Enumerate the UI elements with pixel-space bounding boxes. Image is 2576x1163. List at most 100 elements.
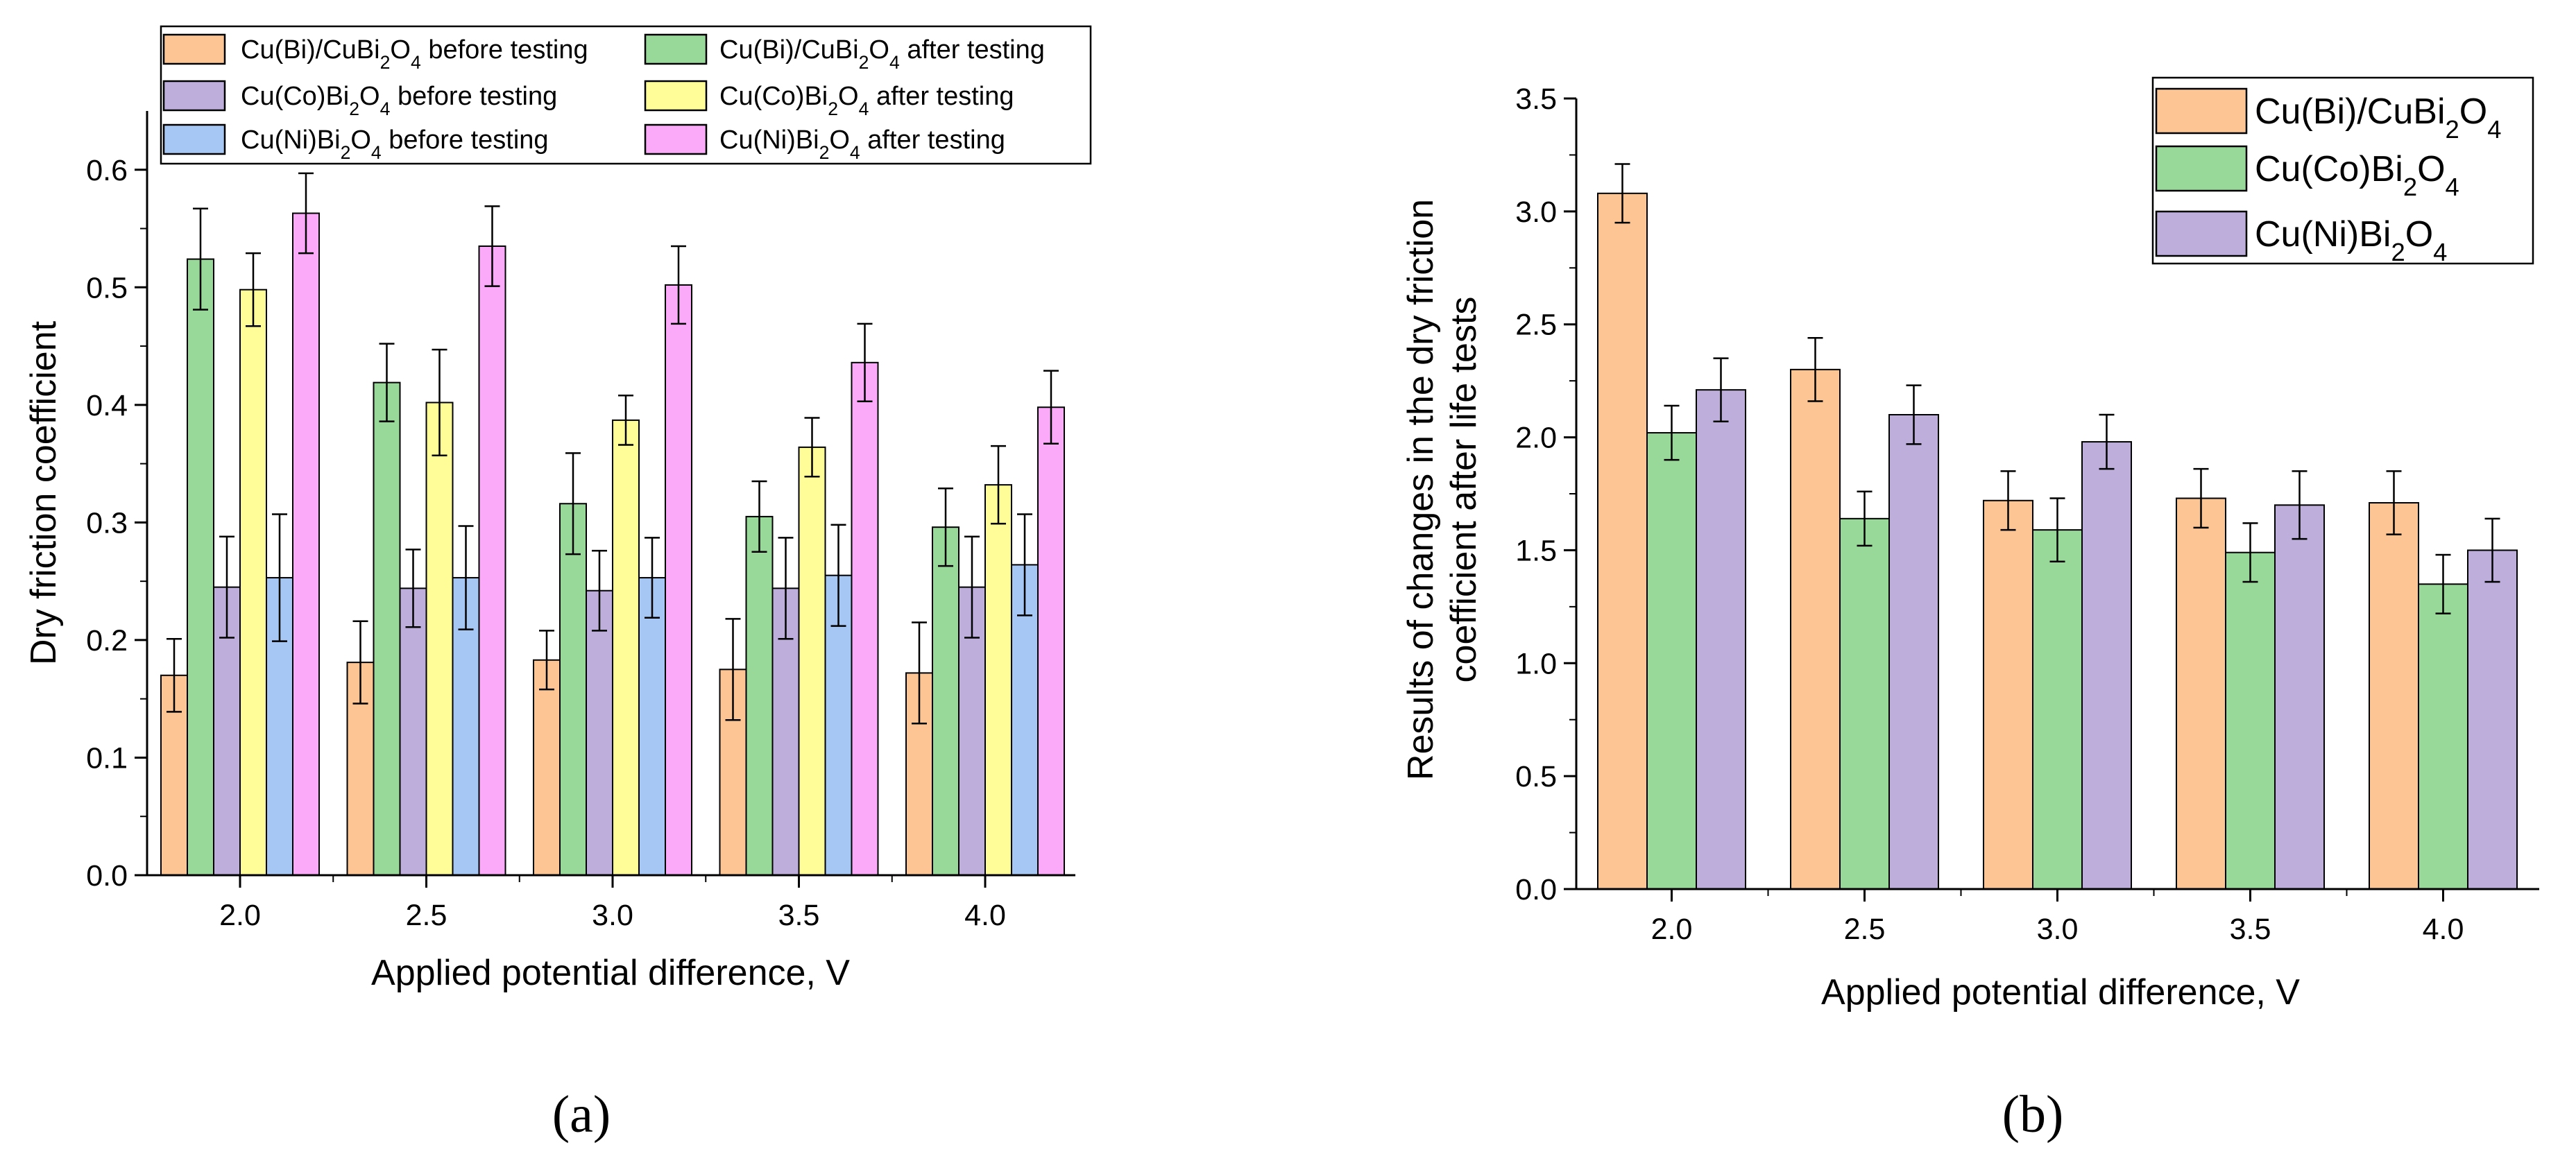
panel-a-error-bar-2-2 <box>592 549 607 632</box>
panel-b-y-axis-title-line-0: Results of changes in the dry friction <box>1401 199 1441 780</box>
panel-a-error-bar-3-4 <box>991 445 1006 525</box>
panel-a-bar-3-1 <box>425 402 454 876</box>
panel-a-legend-swatch-0 <box>162 33 226 65</box>
panel-b-bar-2-4 <box>2467 549 2518 890</box>
panel-b-bar-0-2 <box>1983 499 2033 890</box>
panel-b-x-axis-title: Applied potential difference, V <box>1821 972 2300 1013</box>
panel-b-legend-swatch-0 <box>2155 87 2248 135</box>
panel-a-error-bar-5-2 <box>671 245 686 325</box>
panel-a-bar-3-4 <box>984 484 1012 876</box>
panel-a-legend: Cu(Bi)/CuBi2O4 before testing Cu(Bi)/CuBi… <box>160 25 1092 165</box>
panel-b-bar-1-0 <box>1646 432 1697 890</box>
panel-a-error-bar-4-1 <box>458 525 474 630</box>
panel-a-legend-label-4: Cu(Ni)Bi2O4 before testing <box>241 126 549 163</box>
panel-b-bar-2-2 <box>2081 441 2132 890</box>
panel-a-chart: 2.0 2.5 3.0 3.5 4.0 0.0 0.1 0.2 0.3 0.4 0.5 0.6 Appl… <box>24 25 1092 993</box>
panel-a-y-tick-label-0: 0.0 <box>86 859 128 893</box>
panel-b-error-bar-0-1 <box>1807 337 1823 402</box>
panel-b-chart: 2.0 2.5 3.0 3.5 4.0 0.0 0.5 1.0 1.5 2.0 2.5 3.0 3.5 A… <box>1401 76 2539 1013</box>
panel-a-bar-3-3 <box>798 446 826 876</box>
panel-a-error-bar-0-2 <box>539 630 554 691</box>
panel-b-caption: (b) <box>2002 1085 2064 1144</box>
panel-a-y-tick-label-3: 0.3 <box>86 506 128 540</box>
panel-b-bar-1-4 <box>2418 583 2468 890</box>
panel-a-bar-1-4 <box>932 526 959 876</box>
panel-a-error-bar-1-1 <box>379 343 395 422</box>
panel-b-y-tick-label-5: 2.5 <box>1515 309 1557 342</box>
panel-b-error-bar-1-4 <box>2435 553 2451 614</box>
panel-a-legend-label-2: Cu(Co)Bi2O4 before testing <box>241 82 557 119</box>
panel-b-bar-2-1 <box>1888 414 1939 890</box>
panel-a-bar-5-4 <box>1037 406 1065 876</box>
panel-b-bar-0-3 <box>2176 497 2226 890</box>
panel-a-bar-5-1 <box>478 245 506 876</box>
panel-b-y-tick-label-1: 0.5 <box>1515 760 1557 793</box>
panel-a-bar-3-2 <box>612 419 640 876</box>
panel-b-legend-swatch-2 <box>2155 210 2248 257</box>
panel-a-x-tick-label-3: 3.5 <box>778 899 820 932</box>
panel-a-bar-1-2 <box>559 503 587 876</box>
panel-a-error-bar-4-0 <box>272 513 287 642</box>
panel-a-error-bar-2-4 <box>964 535 980 639</box>
panel-a-error-bar-5-3 <box>857 322 873 403</box>
panel-a-x-axis-title: Applied potential difference, V <box>371 953 850 993</box>
panel-a-error-bar-1-3 <box>751 480 767 553</box>
panel-b-legend-label-0: Cu(Bi)/CuBi2O4 <box>2255 92 2501 144</box>
panel-a-x-tick-label-1: 2.5 <box>406 899 447 932</box>
panel-a-bar-4-2 <box>638 577 666 876</box>
panel-a-x-tick-label-2: 3.0 <box>592 899 633 932</box>
panel-a-y-axis-title: Dry friction coefficient <box>24 320 64 665</box>
panel-a-error-bar-5-1 <box>484 205 500 287</box>
panel-b-bar-0-1 <box>1790 368 1841 890</box>
panel-b-error-bar-0-4 <box>2386 470 2402 535</box>
panel-b-bar-0-4 <box>2369 502 2419 890</box>
panel-b-error-bar-0-3 <box>2193 467 2209 529</box>
panel-b-y-axis-title-line-1: coefficient after life tests <box>1444 297 1484 683</box>
panel-a-y-tick-label-2: 0.2 <box>86 624 128 657</box>
panel-b-y-tick-label-7: 3.5 <box>1515 83 1557 116</box>
panel-a-error-bar-0-0 <box>167 637 182 713</box>
panel-a-error-bar-0-3 <box>725 618 741 721</box>
panel-b-error-bar-1-1 <box>1857 490 1873 547</box>
panel-a-legend-label-3: Cu(Co)Bi2O4 after testing <box>719 82 1014 119</box>
panel-a-error-bar-4-2 <box>645 537 660 619</box>
panel-a-bar-0-2 <box>533 659 561 876</box>
panel-a-legend-label-0: Cu(Bi)/CuBi2O4 before testing <box>241 35 588 73</box>
panel-a-caption: (a) <box>552 1085 611 1144</box>
panel-a-error-bar-2-0 <box>219 535 234 639</box>
panel-b-error-bar-1-3 <box>2242 522 2258 583</box>
panel-b-bar-1-3 <box>2225 551 2276 890</box>
panel-b-error-bar-2-4 <box>2484 517 2500 583</box>
panel-b-bar-2-0 <box>1696 389 1746 890</box>
panel-b-bar-1-2 <box>2032 529 2083 890</box>
panel-a-bar-3-0 <box>239 288 267 876</box>
panel-a-legend-label-5: Cu(Ni)Bi2O4 after testing <box>719 126 1005 163</box>
panel-b-y-tick-label-2: 1.0 <box>1515 647 1557 680</box>
panel-a-legend-swatch-2 <box>162 80 226 112</box>
panel-a-legend-swatch-3 <box>644 80 708 112</box>
panel-a-error-bar-0-1 <box>352 620 368 705</box>
panel-b-legend-swatch-1 <box>2155 145 2248 192</box>
panel-b-error-bar-2-1 <box>1906 384 1922 445</box>
panel-a-bar-5-0 <box>292 212 320 876</box>
panel-b-error-bar-2-0 <box>1713 357 1729 423</box>
panel-a-y-tick-label-4: 0.4 <box>86 389 128 422</box>
panel-a-bar-2-2 <box>586 589 613 876</box>
panel-a-bar-4-4 <box>1011 564 1039 876</box>
panel-a-bar-5-3 <box>851 361 879 876</box>
panel-a-y-tick-label-1: 0.1 <box>86 741 128 775</box>
panel-b-x-tick-label-1: 2.5 <box>1844 913 1886 946</box>
panel-b-y-tick-label-6: 3.0 <box>1515 196 1557 229</box>
panel-b-error-bar-0-0 <box>1614 163 1630 224</box>
panel-b-x-tick-label-3: 3.5 <box>2230 913 2271 946</box>
panel-a-legend-swatch-1 <box>644 33 708 65</box>
panel-b-error-bar-2-2 <box>2099 413 2115 470</box>
panel-a-bar-5-2 <box>665 284 692 876</box>
panel-b-error-bar-0-2 <box>2000 470 2016 531</box>
panel-a-bar-1-3 <box>745 515 774 876</box>
panel-b-error-bar-1-0 <box>1664 404 1680 461</box>
panel-a-error-bar-3-3 <box>804 417 820 478</box>
panel-a-legend-swatch-4 <box>162 123 226 155</box>
